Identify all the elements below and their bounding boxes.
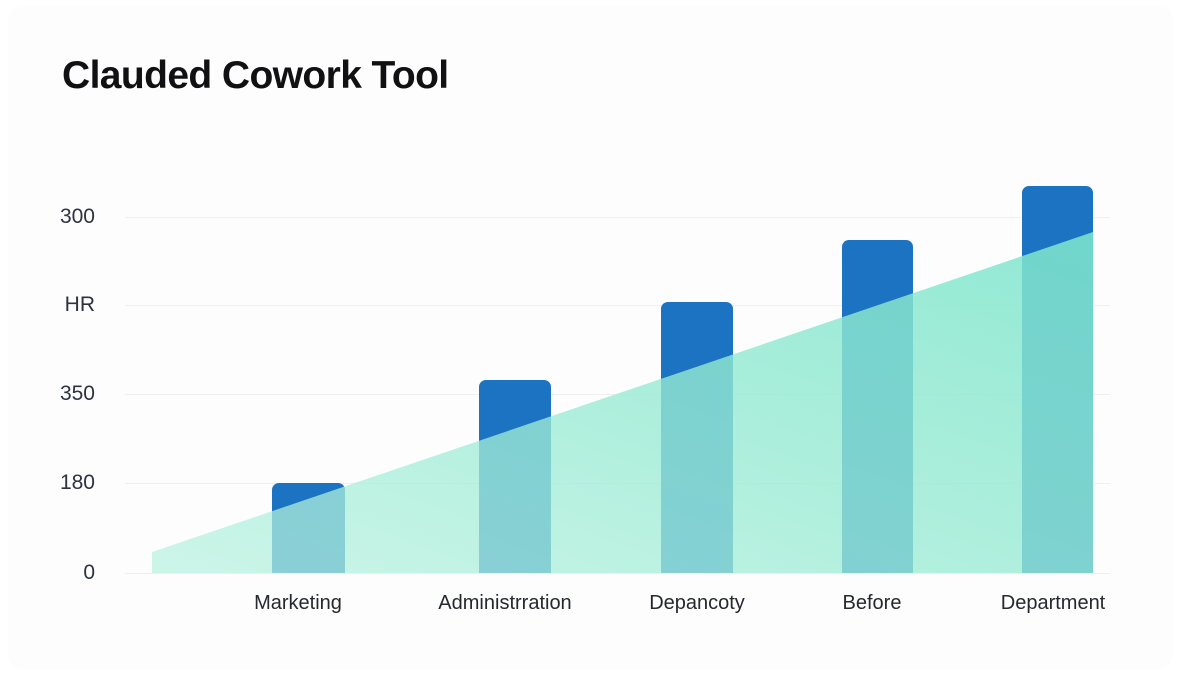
page-title: Clauded Cowork Tool xyxy=(62,54,449,97)
x-axis-tick-label: Depancoty xyxy=(649,592,745,614)
bar-administrration[interactable] xyxy=(479,380,551,573)
y-axis-tick-label: HR xyxy=(64,293,95,316)
gridline xyxy=(125,483,1110,484)
x-axis-tick-label: Department xyxy=(1000,592,1106,614)
gridline xyxy=(125,305,1110,306)
y-axis-tick-label: 350 xyxy=(59,382,95,405)
x-axis-tick-label: Administrration xyxy=(438,592,572,614)
bar-depancoty[interactable] xyxy=(661,302,733,573)
gridline xyxy=(125,217,1110,218)
bar-department[interactable] xyxy=(1022,186,1093,573)
gridline xyxy=(125,573,1110,574)
x-axis-tick-label: Before xyxy=(842,592,902,614)
y-axis-tick-label: 0 xyxy=(83,561,95,584)
bar-marketing[interactable] xyxy=(272,483,345,573)
x-axis-tick-label: Marketing xyxy=(254,592,342,614)
gridline xyxy=(125,394,1110,395)
y-axis-tick-label: 180 xyxy=(59,471,95,494)
y-axis-tick-label: 300 xyxy=(59,205,95,228)
bar-before[interactable] xyxy=(842,240,913,573)
